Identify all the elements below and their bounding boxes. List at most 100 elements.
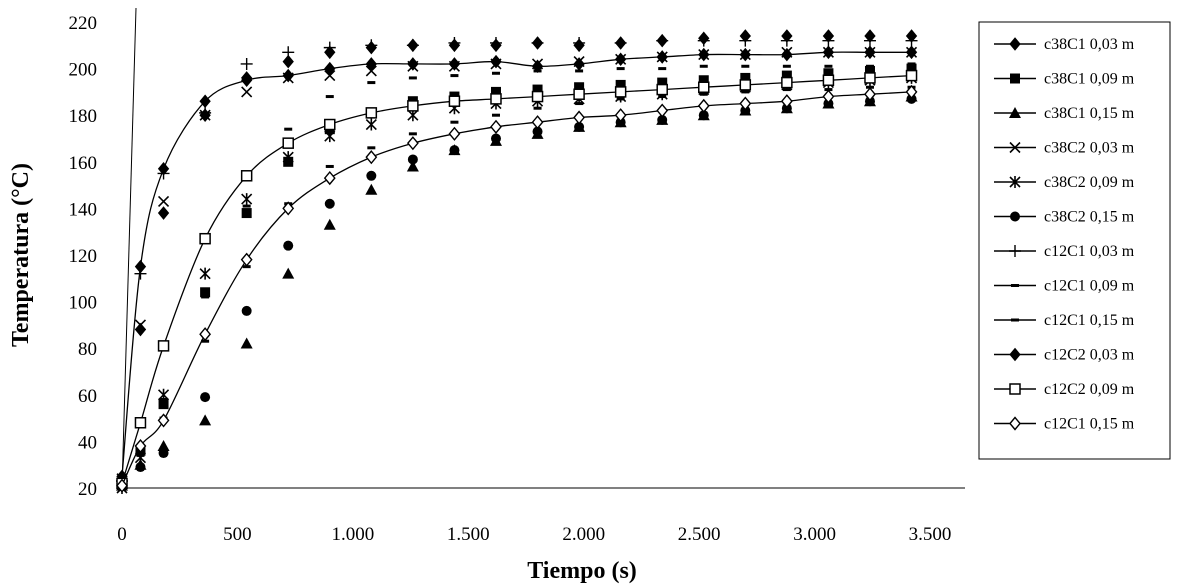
legend-item: c38C2 0,03 m: [994, 140, 1135, 157]
data-point: [615, 53, 627, 65]
legend-label: c38C2 0,09 m: [1044, 174, 1135, 191]
data-point: [490, 86, 501, 97]
data-point: [324, 198, 335, 209]
data-point: [532, 126, 543, 137]
data-point: [283, 240, 294, 251]
data-point: [741, 90, 750, 94]
data-point: [658, 67, 667, 71]
data-point: [697, 98, 710, 113]
y-tick-label: 180: [69, 106, 98, 127]
data-point: [531, 58, 544, 70]
data-point: [739, 29, 751, 43]
data-point: [865, 64, 874, 68]
y-axis-line: [121, 7, 137, 489]
data-point: [406, 136, 419, 151]
data-point: [573, 56, 585, 68]
data-point: [282, 137, 294, 149]
data-point: [450, 120, 459, 124]
x-tick-label: 1.500: [447, 524, 490, 545]
data-point: [905, 46, 918, 58]
y-tick-label: 140: [69, 199, 98, 220]
legend-item: c38C2 0,15 m: [994, 209, 1135, 226]
data-point: [614, 108, 627, 123]
data-point: [365, 107, 378, 119]
x-tick-label: 3.000: [793, 524, 836, 545]
y-tick-label: 40: [78, 432, 97, 453]
legend-label: c38C2 0,03 m: [1044, 140, 1135, 157]
legend-marker: [1011, 284, 1019, 287]
data-point: [615, 79, 626, 90]
legend-marker: [1009, 347, 1021, 362]
data-point: [864, 87, 876, 102]
data-point: [134, 417, 147, 429]
data-point: [157, 340, 170, 352]
data-point: [240, 252, 253, 267]
data-point: [365, 65, 377, 77]
x-tick-label: 3.500: [909, 524, 952, 545]
legend-label: c12C2 0,09 m: [1044, 381, 1135, 398]
data-point: [532, 84, 543, 95]
series-line: [121, 91, 912, 486]
legend-marker: [1009, 107, 1021, 118]
data-point: [490, 119, 502, 134]
plot-area: [116, 29, 918, 494]
y-tick-label: 80: [78, 339, 97, 360]
data-point: [158, 399, 169, 410]
legend-item: c38C2 0,09 m: [994, 174, 1135, 191]
data-point: [864, 72, 876, 84]
data-point: [780, 94, 793, 109]
y-tick-label: 200: [69, 60, 98, 81]
data-point: [201, 295, 210, 299]
data-point: [864, 29, 876, 43]
y-tick-label: 120: [69, 246, 98, 267]
data-point: [282, 267, 295, 279]
data-point: [241, 305, 252, 316]
data-point: [157, 413, 170, 428]
data-point: [157, 195, 170, 207]
data-point: [407, 100, 419, 112]
legend-marker: [1010, 211, 1020, 222]
data-point: [533, 106, 542, 110]
data-point: [741, 64, 750, 68]
data-point: [407, 57, 419, 71]
legend-item: c12C1 0,15 m: [994, 416, 1135, 433]
data-point: [367, 146, 376, 150]
data-point: [864, 46, 876, 58]
series-7: [118, 62, 916, 485]
x-tick-label: 500: [223, 524, 252, 545]
data-point: [408, 76, 417, 80]
data-point: [365, 183, 378, 195]
axes: [121, 7, 965, 489]
data-point: [365, 118, 377, 131]
data-point: [200, 287, 211, 298]
data-point: [284, 127, 293, 131]
data-point: [531, 36, 544, 50]
legend-item: c12C1 0,09 m: [994, 278, 1135, 295]
y-tick-label: 100: [69, 293, 98, 314]
data-point: [406, 160, 419, 172]
legend-item: c38C1 0,03 m: [994, 36, 1135, 53]
data-point: [822, 74, 835, 86]
data-point: [531, 90, 544, 103]
data-point: [241, 86, 253, 98]
x-tick-label: 0: [117, 524, 127, 545]
data-point: [616, 97, 625, 101]
data-point: [157, 440, 170, 452]
legend-marker: [1009, 416, 1021, 431]
data-point: [407, 60, 419, 72]
data-point: [324, 70, 336, 82]
legend-marker: [1009, 37, 1021, 51]
data-point: [739, 49, 751, 61]
y-tick-label: 20: [78, 479, 97, 500]
data-point: [781, 29, 793, 43]
data-point: [407, 38, 419, 53]
legend-item: c12C2 0,03 m: [994, 347, 1135, 364]
data-point: [490, 93, 502, 105]
data-point: [407, 154, 418, 165]
data-point: [136, 453, 145, 457]
legend-item: c12C2 0,09 m: [994, 381, 1135, 398]
data-point: [533, 69, 542, 73]
legend-label: c12C1 0,15 m: [1044, 416, 1135, 433]
data-point: [656, 33, 668, 48]
